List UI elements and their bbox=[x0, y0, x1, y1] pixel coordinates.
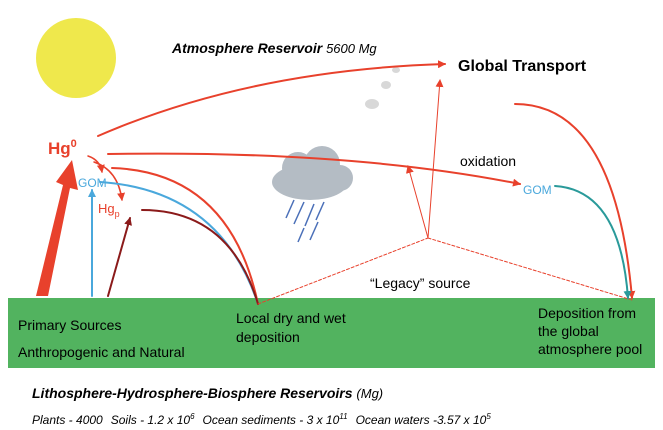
hgp-label: Hgp bbox=[98, 201, 120, 219]
inventory-exponent: 5 bbox=[486, 412, 491, 421]
inventory-item: Plants - 4000 bbox=[32, 413, 103, 427]
inventory-item: Soils - 1.2 x 10 bbox=[111, 413, 191, 427]
inventory-item: Ocean sediments - 3 x 10 bbox=[203, 413, 340, 427]
inventory-exponent: 6 bbox=[190, 412, 195, 421]
global-deposition-line: the global bbox=[538, 323, 599, 339]
gom-left: GOM bbox=[78, 176, 107, 190]
arrows bbox=[36, 60, 636, 305]
local-deposition-line: Local dry and wet bbox=[236, 310, 346, 326]
inventory-item: Ocean waters -3.57 x 10 bbox=[356, 413, 487, 427]
cloud-puffs bbox=[365, 67, 400, 109]
sun bbox=[36, 18, 116, 98]
local-deposition-line: deposition bbox=[236, 329, 300, 345]
cloud bbox=[272, 146, 353, 243]
global-deposition-line: atmosphere pool bbox=[538, 341, 642, 357]
global-deposition-line: Deposition from bbox=[538, 305, 636, 321]
hg0-label: Hg0 bbox=[48, 138, 77, 158]
ground bbox=[8, 298, 655, 368]
primary-title: Primary Sources bbox=[18, 317, 121, 333]
oxidation-label: oxidation bbox=[460, 153, 516, 169]
gom-right: GOM bbox=[523, 183, 552, 197]
inventory-exponent: 11 bbox=[339, 412, 347, 421]
atmosphere-label: Atmosphere Reservoir 5600 Mg bbox=[171, 40, 377, 56]
reservoirs-title: Lithosphere-Hydrosphere-Biosphere Reserv… bbox=[32, 385, 383, 401]
legacy-label: “Legacy” source bbox=[370, 275, 471, 291]
global-transport: Global Transport bbox=[458, 58, 587, 75]
primary-subtitle: Anthropogenic and Natural bbox=[18, 344, 185, 360]
